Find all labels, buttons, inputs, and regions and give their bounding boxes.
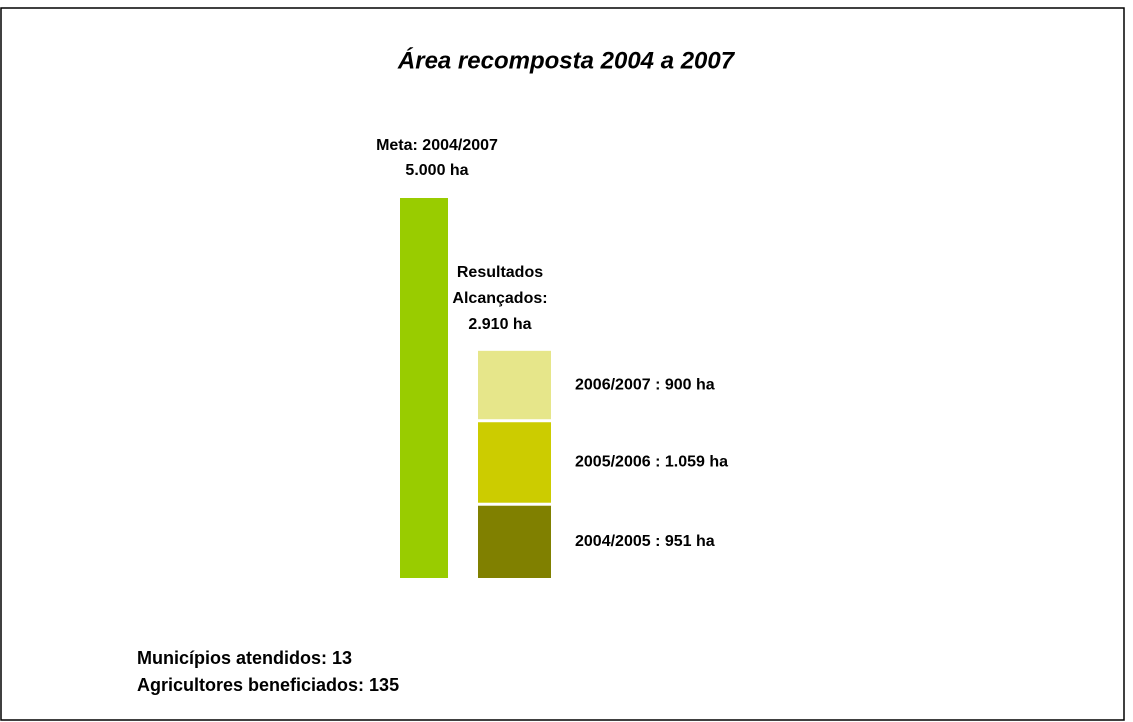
note: Municípios atendidos: 13 xyxy=(137,648,352,668)
note: Agricultores beneficiados: 135 xyxy=(137,675,399,695)
segment-label: 2004/2005 : 951 ha xyxy=(575,533,715,550)
target-label: Meta: 2004/2007 xyxy=(376,137,498,154)
target-value-label: 5.000 ha xyxy=(405,162,468,179)
frame xyxy=(0,7,1125,721)
segment-label: 2006/2007 : 900 ha xyxy=(575,376,715,393)
achieved-label: Alcançados: xyxy=(452,290,547,307)
achieved-label: Resultados xyxy=(457,264,543,281)
stack-segment xyxy=(478,422,551,503)
stack-segment xyxy=(478,350,551,420)
stack-segment xyxy=(478,505,551,578)
chart-title: Área recomposta 2004 a 2007 xyxy=(397,46,736,74)
target-bar xyxy=(400,198,448,578)
achieved-label: 2.910 ha xyxy=(468,316,531,333)
segment-label: 2005/2006 : 1.059 ha xyxy=(575,454,728,471)
